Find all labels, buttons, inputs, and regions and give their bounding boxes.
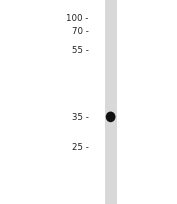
Text: 100 -: 100 -: [66, 14, 88, 23]
Text: 35 -: 35 -: [72, 113, 88, 122]
Ellipse shape: [106, 112, 116, 123]
Text: 70 -: 70 -: [72, 27, 88, 36]
Text: 25 -: 25 -: [72, 142, 88, 151]
Bar: [105, 0, 117, 204]
Text: 55 -: 55 -: [72, 45, 88, 54]
